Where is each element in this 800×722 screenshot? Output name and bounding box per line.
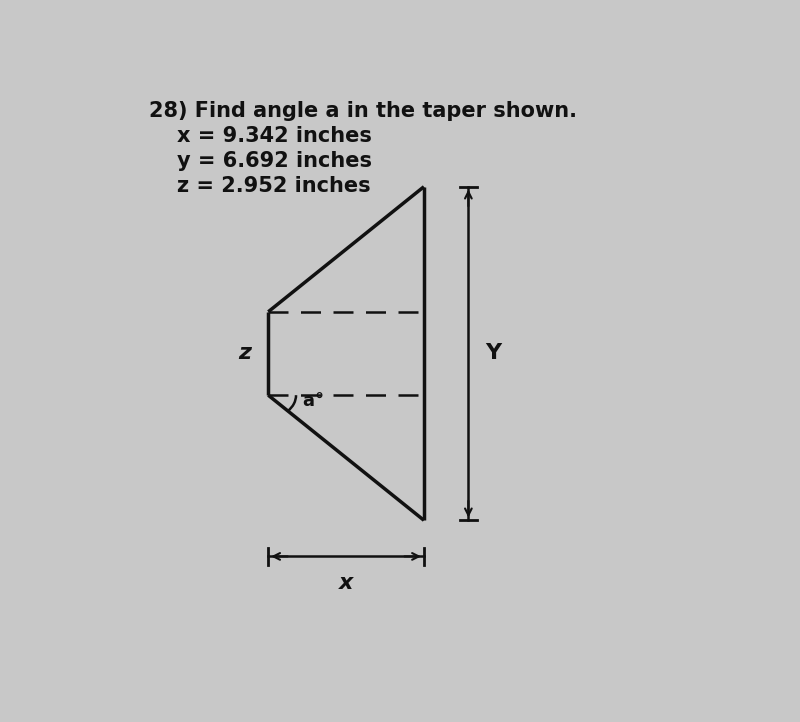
Text: Y: Y	[485, 344, 501, 363]
Text: z = 2.952 inches: z = 2.952 inches	[177, 175, 370, 196]
Text: 28) Find angle a in the taper shown.: 28) Find angle a in the taper shown.	[149, 100, 577, 121]
Text: z: z	[238, 344, 251, 363]
Text: x: x	[339, 573, 354, 593]
Text: $\mathbf{a°}$: $\mathbf{a°}$	[302, 392, 323, 410]
Text: y = 6.692 inches: y = 6.692 inches	[177, 151, 371, 170]
Text: x = 9.342 inches: x = 9.342 inches	[177, 126, 371, 146]
